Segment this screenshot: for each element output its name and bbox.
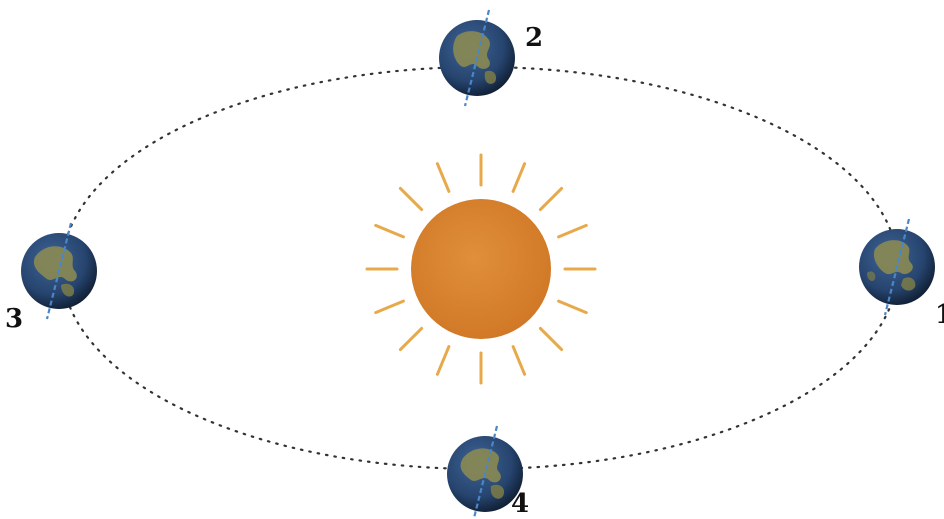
earth-position-3: 3 — [5, 222, 97, 334]
sun-ray — [511, 345, 527, 376]
position-label: 1 — [935, 300, 944, 330]
sun-icon — [365, 153, 597, 385]
sun-ray — [435, 162, 451, 193]
sun-ray — [557, 223, 588, 239]
sun-ray — [374, 299, 405, 315]
earth-icon — [439, 9, 515, 107]
earth-icon — [447, 425, 523, 519]
sun-ray — [557, 299, 588, 315]
sun-ray — [398, 186, 424, 212]
earth-icon — [21, 222, 97, 320]
sun-disc — [411, 199, 551, 339]
earth-position-4: 4 — [447, 425, 529, 519]
sun-ray — [398, 326, 424, 352]
sun-ray — [538, 326, 564, 352]
sun-ray — [374, 223, 405, 239]
earth-position-2: 2 — [439, 9, 543, 107]
position-label: 3 — [5, 304, 23, 334]
position-label: 2 — [525, 23, 543, 53]
position-label: 4 — [511, 489, 529, 519]
earth-position-1: 1 — [859, 218, 944, 330]
earth-icon — [859, 218, 935, 316]
sun-ray — [435, 345, 451, 376]
sun-ray — [511, 162, 527, 193]
sun-rays — [365, 153, 597, 385]
sun-ray — [538, 186, 564, 212]
